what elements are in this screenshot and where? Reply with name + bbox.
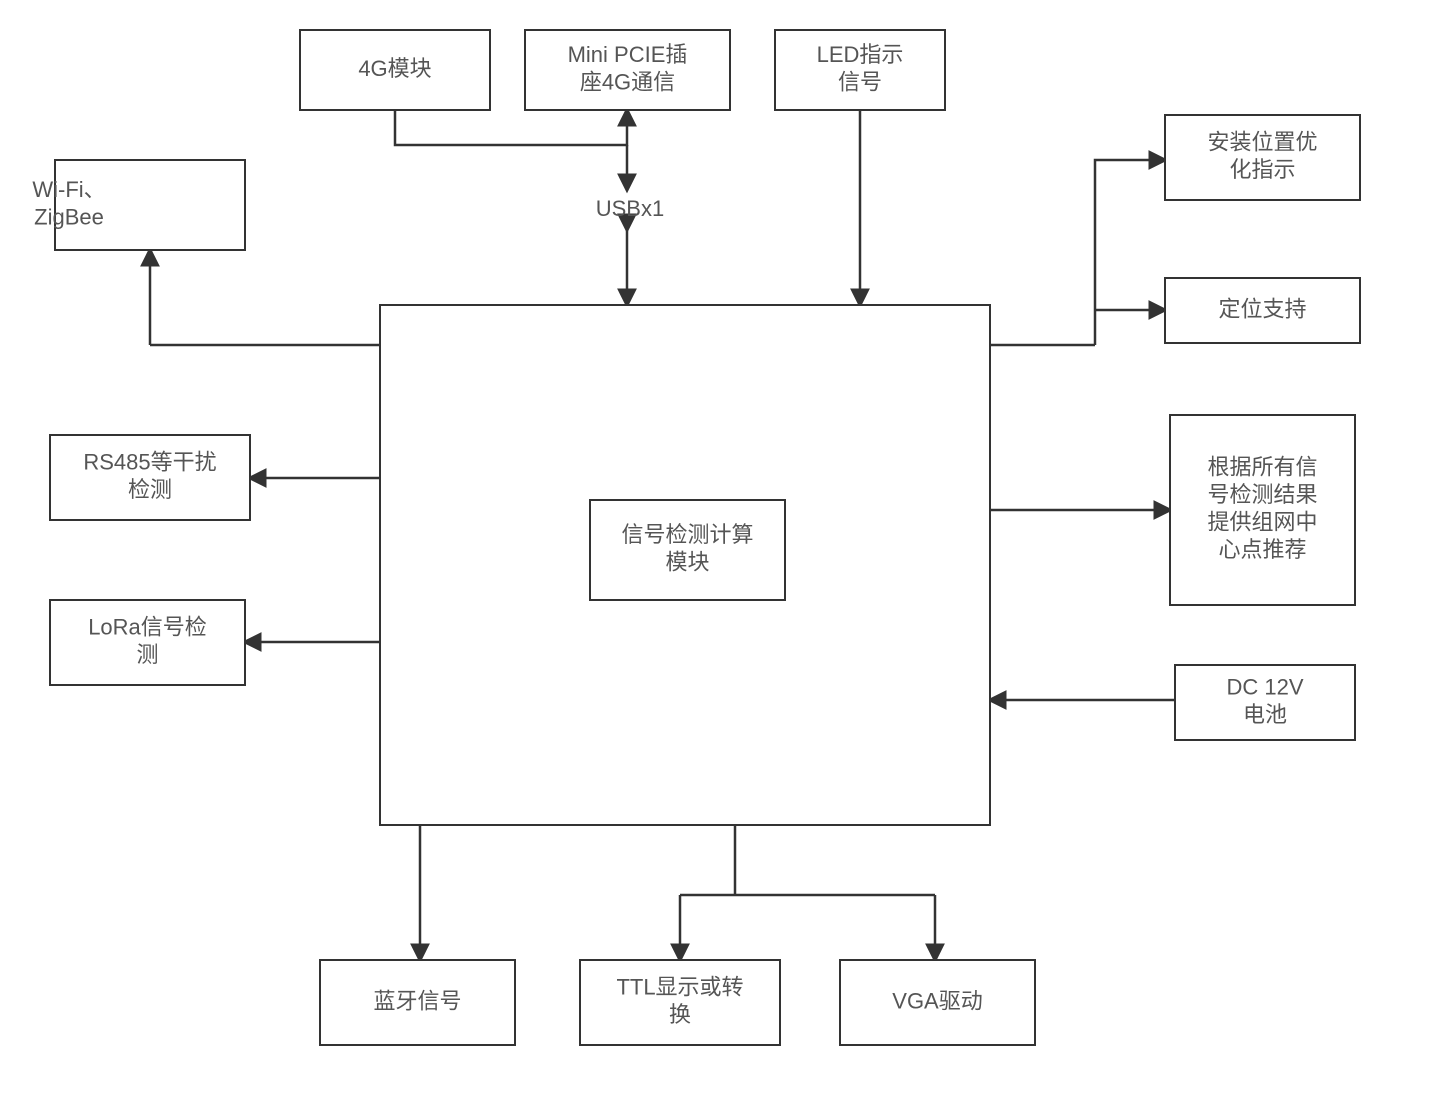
node-locate: 定位支持 — [1165, 278, 1360, 343]
node-center_small-label: 信号检测计算 — [621, 522, 753, 547]
node-dc12v: DC 12V电池 — [1175, 665, 1355, 740]
node-recommend-label: 提供组网中 — [1207, 510, 1317, 535]
node-install-label: 安装位置优 — [1207, 130, 1317, 155]
edge-g4-to-minipcie — [395, 110, 627, 145]
node-lora-label: 测 — [136, 642, 158, 667]
node-g4: 4G模块 — [300, 30, 490, 110]
node-bt-label: 蓝牙信号 — [373, 988, 461, 1013]
node-rs485: RS485等干扰检测 — [50, 435, 250, 520]
node-minipcie: Mini PCIE插座4G通信 — [525, 30, 730, 110]
node-ttl: TTL显示或转换 — [580, 960, 780, 1045]
node-lora-label: LoRa信号检 — [88, 615, 207, 640]
node-dc12v-label: 电池 — [1243, 702, 1287, 727]
node-recommend: 根据所有信号检测结果提供组网中心点推荐 — [1170, 415, 1355, 605]
node-vga: VGA驱动 — [840, 960, 1035, 1045]
node-center_small: 信号检测计算模块 — [590, 500, 785, 600]
node-rs485-label: 检测 — [128, 477, 172, 502]
node-led-label: 信号 — [838, 70, 882, 95]
node-recommend-label: 心点推荐 — [1218, 537, 1306, 562]
node-center_small-label: 模块 — [665, 550, 709, 575]
node-ttl-label: 换 — [669, 1002, 691, 1027]
node-led-label: LED指示 — [817, 42, 904, 67]
node-wifi-label: ZigBee — [34, 205, 104, 230]
node-minipcie-label: Mini PCIE插 — [568, 42, 688, 67]
node-ttl-label: TTL显示或转 — [616, 975, 743, 1000]
block-diagram: 信号检测计算模块 4G模块 Mini PCIE插座4G通信 LED指示信号 Wi-Fi、… — [0, 0, 1451, 1108]
node-vga-label: VGA驱动 — [892, 988, 982, 1013]
node-wifi: Wi-Fi、 ZigBee — [32, 160, 245, 250]
node-recommend-label: 根据所有信 — [1207, 455, 1317, 480]
node-g4-label: 4G模块 — [358, 56, 431, 81]
node-recommend-label: 号检测结果 — [1207, 482, 1317, 507]
node-install-label: 化指示 — [1229, 157, 1295, 182]
node-wifi-label: Wi-Fi、 — [32, 177, 105, 202]
node-locate-label: 定位支持 — [1218, 296, 1306, 321]
node-rs485-label: RS485等干扰 — [83, 450, 216, 475]
node-led: LED指示信号 — [775, 30, 945, 110]
node-lora: LoRa信号检测 — [50, 600, 245, 685]
edge-install-branch-up — [1095, 160, 1165, 345]
node-bt: 蓝牙信号 — [320, 960, 515, 1045]
node-install: 安装位置优化指示 — [1165, 115, 1360, 200]
label-usb: USBx1 — [596, 196, 664, 221]
node-minipcie-label: 座4G通信 — [580, 70, 675, 95]
node-dc12v-label: DC 12V — [1226, 675, 1303, 700]
